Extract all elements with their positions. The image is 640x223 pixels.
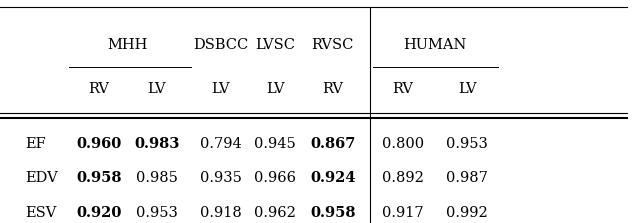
Text: ESV: ESV: [26, 206, 57, 220]
Text: 0.960: 0.960: [77, 137, 122, 151]
Text: HUMAN: HUMAN: [403, 38, 467, 52]
Text: EF: EF: [26, 137, 46, 151]
Text: LV: LV: [211, 82, 230, 96]
Text: 0.867: 0.867: [310, 137, 355, 151]
Text: 0.953: 0.953: [446, 137, 488, 151]
Text: LV: LV: [266, 82, 285, 96]
Text: 0.983: 0.983: [134, 137, 179, 151]
Text: 0.935: 0.935: [200, 171, 242, 185]
Text: RVSC: RVSC: [312, 38, 354, 52]
Text: DSBCC: DSBCC: [193, 38, 248, 52]
Text: RV: RV: [393, 82, 413, 96]
Text: 0.945: 0.945: [254, 137, 296, 151]
Text: RV: RV: [323, 82, 343, 96]
Text: 0.917: 0.917: [382, 206, 424, 220]
Text: 0.794: 0.794: [200, 137, 242, 151]
Text: 0.958: 0.958: [310, 206, 356, 220]
Text: 0.800: 0.800: [382, 137, 424, 151]
Text: MHH: MHH: [108, 38, 148, 52]
Text: 0.987: 0.987: [446, 171, 488, 185]
Text: 0.920: 0.920: [77, 206, 122, 220]
Text: 0.958: 0.958: [76, 171, 122, 185]
Text: LV: LV: [147, 82, 166, 96]
Text: 0.992: 0.992: [446, 206, 488, 220]
Text: 0.953: 0.953: [136, 206, 178, 220]
Text: 0.962: 0.962: [254, 206, 296, 220]
Text: 0.966: 0.966: [254, 171, 296, 185]
Text: 0.918: 0.918: [200, 206, 242, 220]
Text: 0.985: 0.985: [136, 171, 178, 185]
Text: 0.892: 0.892: [382, 171, 424, 185]
Text: LV: LV: [458, 82, 477, 96]
Text: EDV: EDV: [26, 171, 58, 185]
Text: 0.924: 0.924: [310, 171, 356, 185]
Text: RV: RV: [89, 82, 109, 96]
Text: LVSC: LVSC: [255, 38, 295, 52]
